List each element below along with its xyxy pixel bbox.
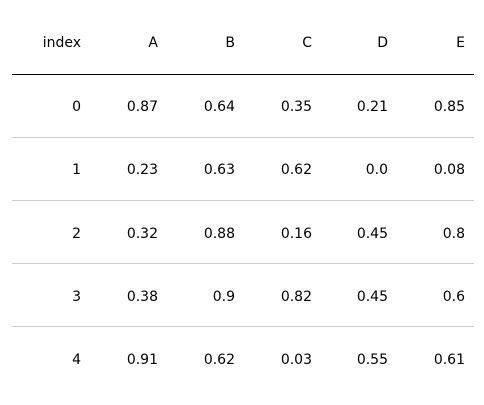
table-cell: 0.23 <box>126 162 158 179</box>
row-separator <box>12 326 474 328</box>
table-row: 0 0.87 0.64 0.35 0.21 0.85 <box>12 92 474 122</box>
table-cell: 0.03 <box>280 352 312 369</box>
table-cell: 0.35 <box>280 99 312 115</box>
table-row: 3 0.38 0.9 0.82 0.45 0.6 <box>12 282 474 312</box>
table-row: 4 0.91 0.62 0.03 0.55 0.61 <box>12 345 474 375</box>
data-table: index A B C D E 0 0.87 0.64 0.35 0.21 0.85 1 0.23 0.6… <box>12 0 474 405</box>
header-cell-d: D <box>377 35 388 51</box>
row-separator <box>12 136 474 138</box>
row-separator <box>12 199 474 201</box>
row-index-cell: 0 <box>72 99 81 115</box>
table-cell: 0.38 <box>126 288 158 305</box>
table-cell: 0.63 <box>203 162 235 179</box>
row-index-cell: 2 <box>72 225 81 242</box>
header-cell-e: E <box>456 35 465 51</box>
table-cell: 0.87 <box>126 99 158 115</box>
table-cell: 0.88 <box>203 225 235 242</box>
header-cell-b: B <box>225 35 235 51</box>
table-cell: 0.9 <box>212 288 235 305</box>
table-cell: 0.45 <box>356 288 388 305</box>
row-index-cell: 4 <box>72 352 81 369</box>
table-cell: 0.0 <box>365 162 388 179</box>
table-cell: 0.82 <box>280 288 312 305</box>
header-rule <box>12 74 474 75</box>
table-row: 2 0.32 0.88 0.16 0.45 0.8 <box>12 219 474 249</box>
table-cell: 0.16 <box>280 225 312 242</box>
table-cell: 0.45 <box>356 225 388 242</box>
header-cell-c: C <box>302 35 312 51</box>
row-index-cell: 3 <box>72 288 81 305</box>
header-cell-index: index <box>42 35 81 51</box>
table-cell: 0.91 <box>126 352 158 369</box>
table-cell: 0.55 <box>356 352 388 369</box>
table-cell: 0.61 <box>433 352 465 369</box>
table-cell: 0.21 <box>356 99 388 115</box>
row-separator <box>12 263 474 265</box>
table-cell: 0.64 <box>203 99 235 115</box>
row-index-cell: 1 <box>72 162 81 179</box>
table-row: 1 0.23 0.63 0.62 0.0 0.08 <box>12 155 474 185</box>
table-cell: 0.8 <box>442 225 465 242</box>
table-cell: 0.08 <box>433 162 465 179</box>
table-header-row: index A B C D E <box>12 28 474 58</box>
table-cell: 0.6 <box>442 288 465 305</box>
table-cell: 0.62 <box>280 162 312 179</box>
table-cell: 0.62 <box>203 352 235 369</box>
table-cell: 0.32 <box>126 225 158 242</box>
header-cell-a: A <box>148 35 158 51</box>
table-cell: 0.85 <box>433 99 465 115</box>
